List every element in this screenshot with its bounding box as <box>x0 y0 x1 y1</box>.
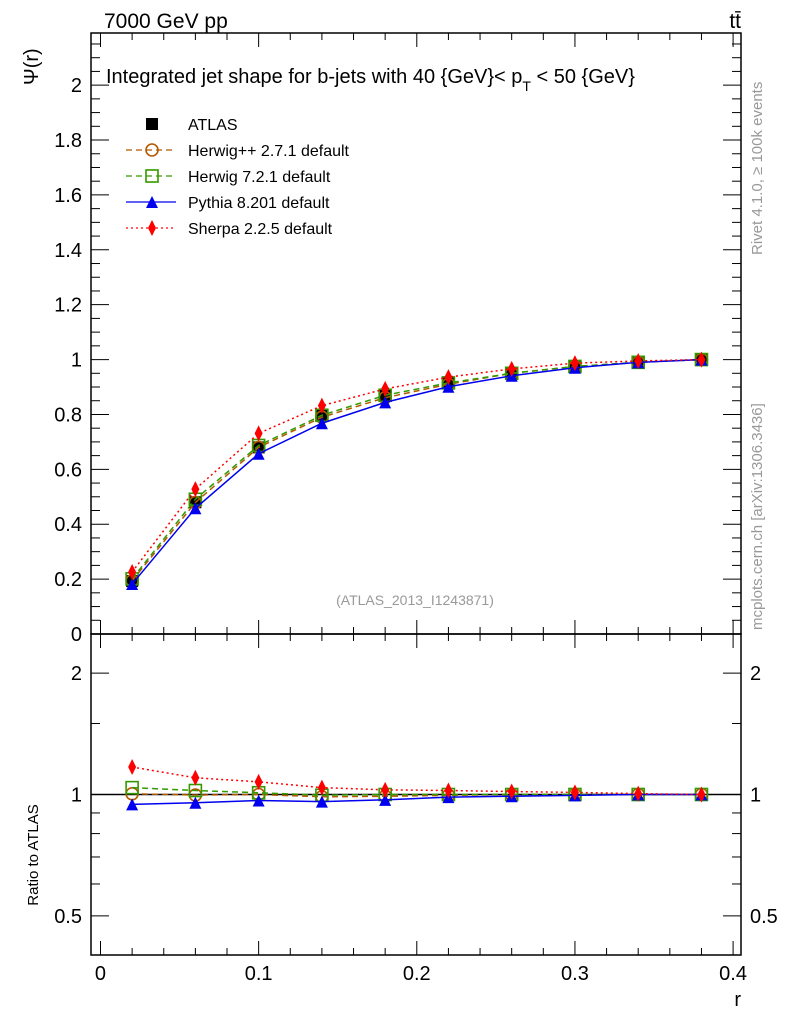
legend-label: Herwig++ 2.7.1 default <box>188 143 350 160</box>
ratio-y-tick-label-right: 2 <box>750 663 761 685</box>
data-point-sherpa-2-2-5-default <box>444 369 453 386</box>
main-y-tick-label: 0 <box>71 624 82 646</box>
ratio-point-sherpa-2-2-5-default <box>254 773 263 790</box>
legend-item-sherpa-2-2-5-default: Sherpa 2.2.5 default <box>126 220 333 238</box>
legend-label: ATLAS <box>188 117 238 134</box>
data-point-sherpa-2-2-5-default <box>254 425 263 442</box>
data-point-sherpa-2-2-5-default <box>697 351 706 368</box>
data-point-pythia-8-201-default <box>252 447 265 460</box>
ratio-y-label: Ratio to ATLAS <box>25 804 42 905</box>
data-point-pythia-8-201-default <box>126 578 139 591</box>
data-point-pythia-8-201-default <box>189 502 202 515</box>
ratio-point-pythia-8-201-default <box>315 795 328 808</box>
data-point-sherpa-2-2-5-default <box>381 380 390 397</box>
ratio-point-sherpa-2-2-5-default <box>634 785 643 802</box>
main-y-tick-label: 0.4 <box>54 514 82 536</box>
ratio-point-pythia-8-201-default <box>379 793 392 806</box>
main-y-tick-label: 1.8 <box>54 130 82 152</box>
data-point-sherpa-2-2-5-default <box>634 352 643 369</box>
legend-item-atlas: ATLAS <box>146 117 238 134</box>
analysis-label: (ATLAS_2013_I1243871) <box>336 592 494 608</box>
legend-label: Herwig 7.2.1 default <box>188 169 331 186</box>
main-y-tick-label: 0.2 <box>54 569 82 591</box>
x-tick-label: 0 <box>95 963 106 985</box>
main-y-tick-label: 1.6 <box>54 185 82 207</box>
legend-marker <box>146 118 158 130</box>
ratio-point-sherpa-2-2-5-default <box>128 758 137 775</box>
legend-marker <box>148 220 156 236</box>
data-point-sherpa-2-2-5-default <box>317 397 326 414</box>
x-tick-label: 0.3 <box>561 963 589 985</box>
data-point-pythia-8-201-default <box>442 380 455 393</box>
series-line-sherpa-2-2-5-default <box>131 358 702 573</box>
series-line-herwig-7-2-1-default <box>131 358 702 580</box>
series-line-herwig-2-7-1-default <box>131 358 702 582</box>
ratio-point-pythia-8-201-default <box>189 796 202 809</box>
title-end: < 50 {GeV} <box>531 66 635 88</box>
main-y-tick-label: 2 <box>71 75 82 97</box>
main-y-tick-label: 0.6 <box>54 459 82 481</box>
ratio-point-sherpa-2-2-5-default <box>444 782 453 799</box>
main-y-tick-label: 1.4 <box>54 240 82 262</box>
chart-title: Integrated jet shape for b-jets with 40 … <box>106 66 635 94</box>
side-rivet-label: Rivet 4.1.0, ≥ 100k events <box>749 82 766 255</box>
ratio-y-tick-label: 2 <box>71 663 82 685</box>
x-tick-label: 0.2 <box>403 963 431 985</box>
header-beam: 7000 GeV pp <box>104 10 228 33</box>
x-axis-label: r <box>734 989 741 1011</box>
main-y-tick-label: 1.2 <box>54 295 82 317</box>
main-y-tick-label: 0.8 <box>54 404 82 426</box>
ratio-y-tick-label-right: 0.5 <box>750 906 778 928</box>
ratio-point-sherpa-2-2-5-default <box>317 779 326 796</box>
legend-marker <box>145 143 159 157</box>
ratio-line-pythia-8-201-default <box>132 793 702 806</box>
legend-marker <box>145 169 159 183</box>
data-point-sherpa-2-2-5-default <box>191 481 200 498</box>
ratio-line-sherpa-2-2-5-default <box>131 766 702 796</box>
series-line-pythia-8-201-default <box>131 358 702 585</box>
legend-marker <box>146 196 158 208</box>
ratio-y-tick-label: 1 <box>71 785 82 807</box>
legend-item-herwig-7-2-1-default: Herwig 7.2.1 default <box>126 169 331 186</box>
data-point-sherpa-2-2-5-default <box>570 355 579 372</box>
header-process: tt̄ <box>729 10 741 33</box>
ratio-point-sherpa-2-2-5-default <box>570 784 579 801</box>
ratio-point-herwig-7-2-1-default <box>125 780 139 795</box>
x-tick-label: 0.4 <box>719 963 747 985</box>
x-tick-label: 0.1 <box>245 963 273 985</box>
legend-item-herwig-2-7-1-default: Herwig++ 2.7.1 default <box>126 143 350 160</box>
data-point-sherpa-2-2-5-default <box>128 563 137 580</box>
side-mcplots-label: mcplots.cern.ch [arXiv:1306.3436] <box>749 403 766 630</box>
ratio-y-tick-label: 0.5 <box>54 906 82 928</box>
main-y-tick-label: 1 <box>71 350 82 372</box>
title-main: Integrated jet shape for b-jets with 40 … <box>106 66 522 88</box>
data-point-sherpa-2-2-5-default <box>507 360 516 377</box>
data-point-pythia-8-201-default <box>379 396 392 409</box>
ratio-point-pythia-8-201-default <box>252 794 265 807</box>
legend-label: Sherpa 2.2.5 default <box>188 221 333 238</box>
ratio-point-sherpa-2-2-5-default <box>191 769 200 786</box>
legend-item-pythia-8-201-default: Pythia 8.201 default <box>126 195 330 212</box>
legend-label: Pythia 8.201 default <box>188 195 330 212</box>
ratio-y-tick-label-right: 1 <box>750 785 761 807</box>
data-point-pythia-8-201-default <box>315 417 328 430</box>
ratio-point-pythia-8-201-default <box>126 798 139 811</box>
ratio-point-sherpa-2-2-5-default <box>697 786 706 803</box>
ratio-point-sherpa-2-2-5-default <box>507 783 516 800</box>
main-y-label: Ψ(r) <box>21 48 43 85</box>
title-subscript: T <box>522 78 531 94</box>
ratio-point-sherpa-2-2-5-default <box>381 781 390 798</box>
